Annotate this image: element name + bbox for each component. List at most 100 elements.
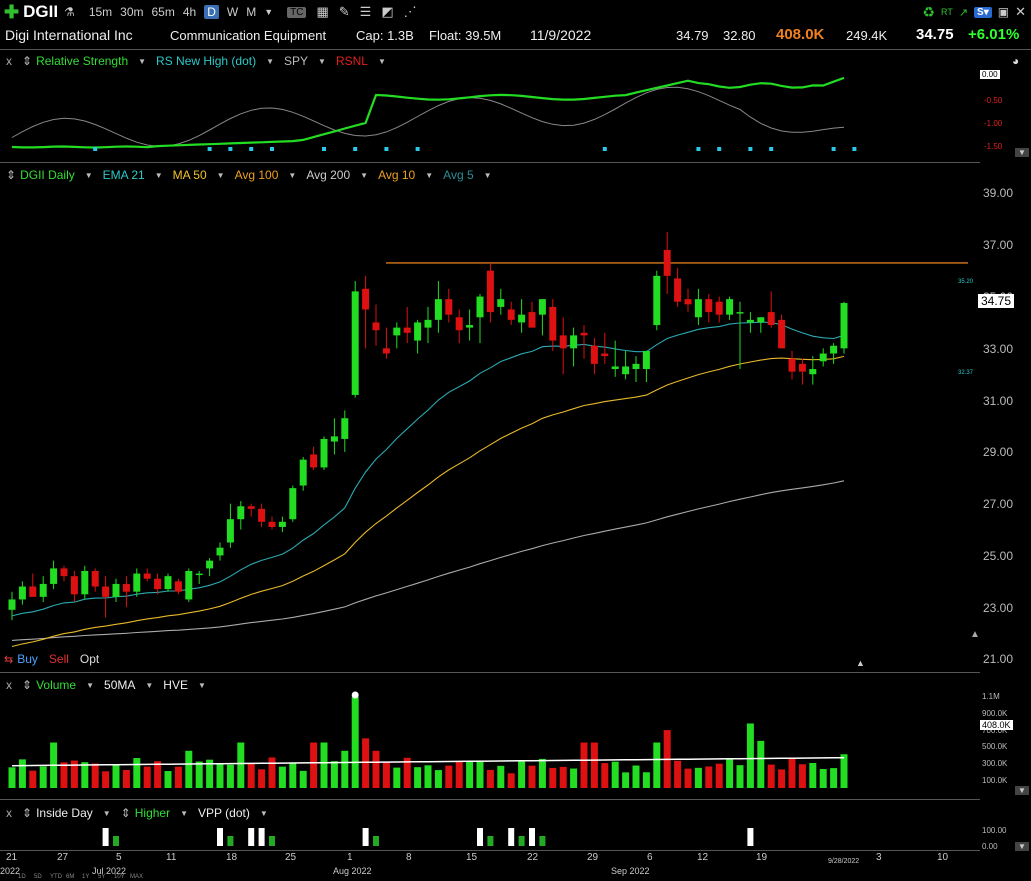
avg10-label[interactable]: Avg 10 bbox=[378, 168, 416, 182]
close-panel-icon[interactable]: x bbox=[6, 54, 12, 68]
rs-new-high-label[interactable]: RS New High (dot) bbox=[156, 54, 257, 68]
candle-body bbox=[570, 335, 578, 349]
pencil-icon[interactable]: ✎ bbox=[338, 4, 350, 19]
close-panel-icon[interactable]: x bbox=[6, 678, 12, 692]
vpp-label[interactable]: VPP (dot) bbox=[198, 806, 250, 820]
range-button[interactable]: 10Y bbox=[114, 874, 125, 880]
avg5-label[interactable]: Avg 5 bbox=[443, 168, 474, 182]
inside-day-label[interactable]: Inside Day bbox=[36, 806, 93, 820]
chevron-down-icon[interactable]: ▼ bbox=[425, 170, 434, 180]
rsnl-label[interactable]: RSNL bbox=[335, 54, 368, 68]
avg200-label[interactable]: Avg 200 bbox=[306, 168, 351, 182]
resize-icon[interactable]: ▼ bbox=[1015, 786, 1029, 795]
volume-bar bbox=[310, 742, 318, 788]
close-icon[interactable]: ✕ bbox=[1015, 4, 1026, 19]
volume-bar bbox=[684, 768, 692, 788]
percent-change: +6.01% bbox=[968, 26, 1020, 43]
chevron-down-icon[interactable]: ▼ bbox=[360, 170, 369, 180]
volume-bar bbox=[278, 766, 286, 788]
buy-button[interactable]: Buy bbox=[17, 652, 38, 666]
chevron-down-icon[interactable]: ▼ bbox=[377, 56, 386, 66]
flask-icon[interactable]: ⚗ bbox=[64, 5, 75, 19]
window-icon[interactable]: ▣ bbox=[997, 5, 1010, 19]
candle-body bbox=[746, 319, 754, 323]
options-button[interactable]: Opt bbox=[79, 652, 100, 666]
tag-icon[interactable]: ◩ bbox=[381, 4, 394, 19]
chevron-down-icon[interactable]: ▼ bbox=[216, 170, 225, 180]
rs-new-high-dot bbox=[207, 147, 212, 151]
add-icon[interactable]: ✚ bbox=[4, 1, 20, 22]
chevron-down-icon[interactable]: ▼ bbox=[84, 170, 93, 180]
chevron-down-icon[interactable]: ▼ bbox=[264, 7, 274, 17]
chevron-down-icon[interactable]: ▼ bbox=[266, 56, 274, 66]
chevron-down-icon[interactable]: ▼ bbox=[180, 808, 189, 818]
chevron-down-icon[interactable]: ▼ bbox=[197, 680, 206, 690]
volume-bar bbox=[538, 758, 546, 788]
move-icon[interactable]: ⇕ bbox=[22, 806, 33, 820]
candle-body bbox=[18, 586, 26, 600]
timeframe-15m[interactable]: 15m bbox=[88, 5, 113, 19]
higher-label[interactable]: Higher bbox=[134, 806, 171, 820]
range-button[interactable]: 1Y bbox=[82, 874, 90, 880]
recycle-icon[interactable]: ♻ bbox=[922, 3, 935, 20]
ma50-label[interactable]: MA 50 bbox=[172, 168, 207, 182]
rt-icon[interactable]: RT bbox=[940, 7, 953, 17]
range-button[interactable]: YTD bbox=[50, 874, 62, 880]
share-icon[interactable]: ⋰ bbox=[403, 4, 417, 19]
range-button[interactable]: 5D bbox=[34, 874, 42, 880]
chevron-down-icon[interactable]: ▼ bbox=[288, 170, 297, 180]
timeframe-65m[interactable]: 65m bbox=[151, 5, 175, 19]
move-icon[interactable]: ⇕ bbox=[22, 54, 33, 68]
chevron-down-icon[interactable]: ▼ bbox=[318, 56, 326, 66]
resize-icon[interactable]: ▲ bbox=[970, 629, 980, 640]
timeframe-4h[interactable]: 4h bbox=[182, 5, 197, 19]
palette-icon[interactable]: ◕ bbox=[1012, 54, 1020, 68]
rs-new-high-dot bbox=[831, 147, 836, 151]
sell-button[interactable]: Sell bbox=[48, 652, 69, 666]
s-icon[interactable]: S▾ bbox=[974, 6, 992, 18]
calculator-icon[interactable]: ▦ bbox=[316, 4, 329, 19]
range-button[interactable]: MAX bbox=[130, 874, 144, 880]
timeframe-daily[interactable]: D bbox=[204, 5, 219, 19]
ema21-label[interactable]: EMA 21 bbox=[102, 168, 145, 182]
range-button[interactable]: 5Y bbox=[98, 874, 106, 880]
volume-50ma-label[interactable]: 50MA bbox=[104, 678, 136, 692]
chevron-down-icon[interactable]: ▼ bbox=[102, 808, 111, 818]
candle-body bbox=[653, 275, 661, 326]
camera-icon[interactable]: TC bbox=[287, 6, 307, 18]
list-icon[interactable]: ☰ bbox=[359, 4, 372, 19]
chevron-down-icon[interactable]: ▼ bbox=[145, 680, 154, 690]
candle-body bbox=[715, 301, 723, 315]
trade-icon[interactable]: ⇆ bbox=[4, 653, 14, 666]
chevron-down-icon[interactable]: ▼ bbox=[259, 808, 268, 818]
avg100-label[interactable]: Avg 100 bbox=[234, 168, 279, 182]
move-icon[interactable]: ⇕ bbox=[120, 806, 131, 820]
rs-new-high-dot bbox=[602, 147, 607, 151]
chevron-down-icon[interactable]: ▼ bbox=[86, 680, 95, 690]
chevron-down-icon[interactable]: ▼ bbox=[154, 170, 163, 180]
move-icon[interactable]: ⇕ bbox=[6, 168, 17, 182]
volume-bar bbox=[39, 766, 47, 788]
timeframe-monthly[interactable]: M bbox=[246, 5, 257, 19]
range-button[interactable]: 6M bbox=[66, 874, 75, 880]
scroll-up-icon[interactable]: ▲ bbox=[856, 658, 865, 668]
move-icon[interactable]: ⇕ bbox=[22, 678, 33, 692]
chevron-down-icon[interactable]: ▼ bbox=[138, 56, 147, 66]
timeframe-30m[interactable]: 30m bbox=[120, 5, 144, 19]
chevron-down-icon[interactable]: ▼ bbox=[1015, 148, 1029, 157]
symbol-title[interactable]: DGII bbox=[23, 2, 59, 21]
volume-label[interactable]: Volume bbox=[36, 678, 77, 692]
hve-label[interactable]: HVE bbox=[163, 678, 188, 692]
rs-label[interactable]: Relative Strength bbox=[36, 54, 129, 68]
resize-icon[interactable]: ▼ bbox=[1015, 842, 1029, 851]
spy-label[interactable]: SPY bbox=[284, 54, 309, 68]
inside-day-bar bbox=[477, 828, 483, 846]
timeframe-weekly[interactable]: W bbox=[226, 5, 239, 19]
daily-label[interactable]: DGII Daily bbox=[20, 168, 75, 182]
arrow-icon[interactable]: ↗ bbox=[958, 6, 969, 19]
price-axis-label: 37.00 bbox=[983, 238, 1014, 252]
close-panel-icon[interactable]: x bbox=[6, 806, 12, 820]
chevron-down-icon[interactable]: ▼ bbox=[483, 170, 492, 180]
hve-dot bbox=[351, 691, 359, 699]
range-button[interactable]: 1D bbox=[18, 874, 26, 880]
